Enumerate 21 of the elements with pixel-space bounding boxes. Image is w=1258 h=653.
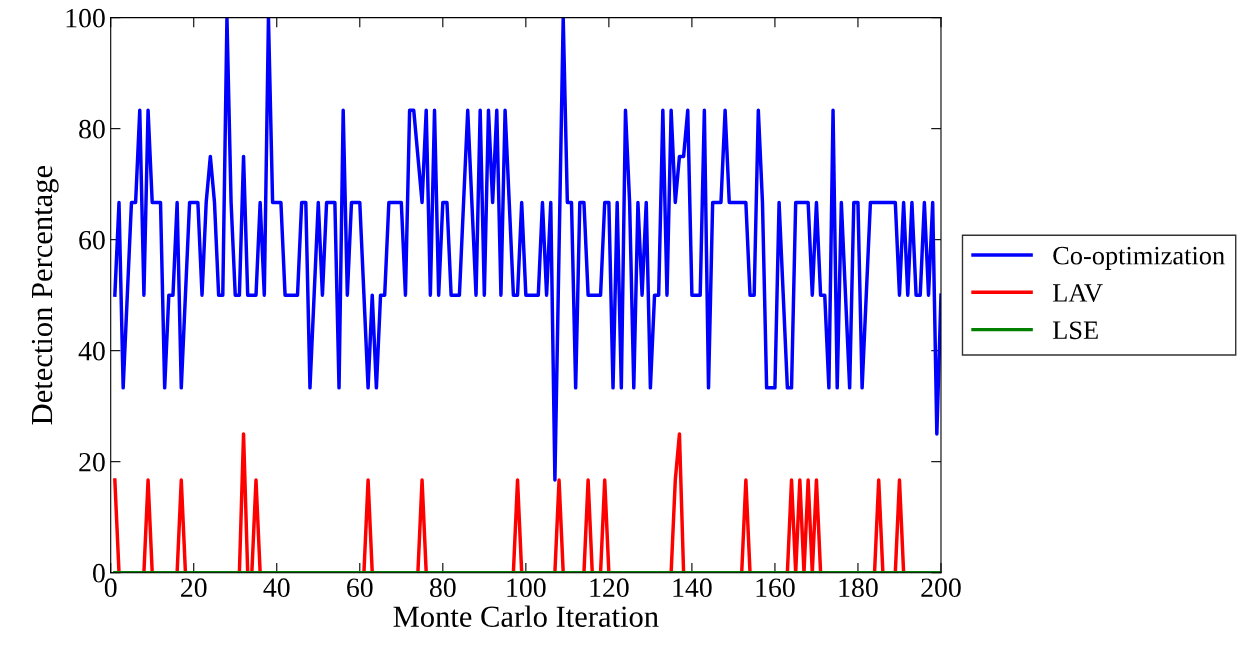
legend-label: LAV <box>1052 284 1103 302</box>
y-tick-label: 80 <box>79 119 105 139</box>
x-tick-label: 100 <box>507 578 546 598</box>
y-tick-label: 60 <box>79 230 105 250</box>
x-tick-label: 200 <box>921 578 961 598</box>
x-tick-label: 140 <box>673 578 712 598</box>
x-tick-label: 60 <box>347 578 373 598</box>
y-tick-label: 40 <box>78 341 105 361</box>
x-tick-label: 120 <box>590 578 629 598</box>
x-axis-title: Monte Carlo Iteration <box>393 605 659 628</box>
x-tick-label: 180 <box>839 578 878 598</box>
legend-label: Co-optimization <box>1053 246 1225 270</box>
x-tick-label: 80 <box>429 578 456 598</box>
y-tick-label: 100 <box>66 8 105 28</box>
x-tick-label: 160 <box>756 578 795 598</box>
y-tick-label: 0 <box>93 563 105 583</box>
y-axis-title: Detection Percentage <box>31 166 59 425</box>
x-tick-label: 20 <box>181 578 207 598</box>
legend-label: LSE <box>1052 321 1098 340</box>
y-tick-label: 20 <box>79 452 105 472</box>
x-tick-label: 40 <box>263 578 290 598</box>
